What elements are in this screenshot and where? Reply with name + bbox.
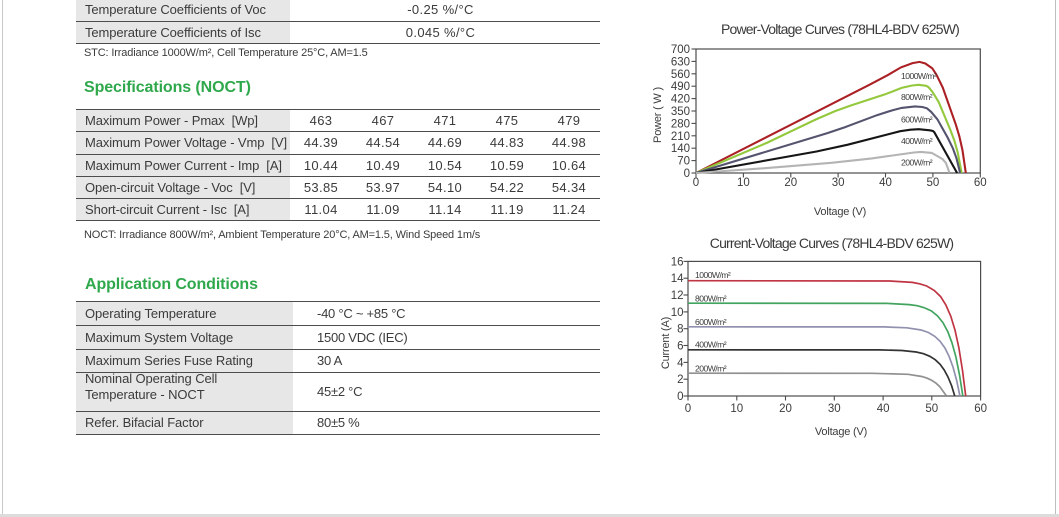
svg-text:2: 2 [677,374,683,386]
svg-text:Current-Voltage Curves (78HL4-: Current-Voltage Curves (78HL4-BDV 625W) [710,235,954,251]
svg-text:60: 60 [974,177,987,189]
svg-text:560: 560 [671,69,690,81]
svg-text:800W/m²: 800W/m² [901,92,933,102]
svg-text:0: 0 [685,403,691,415]
svg-text:140: 140 [671,143,690,155]
svg-text:400W/m²: 400W/m² [695,340,727,350]
svg-text:40: 40 [877,403,890,415]
svg-text:14: 14 [671,273,684,285]
svg-text:60: 60 [974,403,987,415]
svg-text:630: 630 [671,56,690,68]
svg-text:600W/m²: 600W/m² [695,317,727,327]
svg-text:4: 4 [677,357,684,369]
svg-text:10: 10 [737,177,750,189]
svg-text:16: 16 [671,256,684,268]
svg-text:20: 20 [784,177,797,189]
svg-text:490: 490 [671,81,690,93]
svg-text:30: 30 [832,177,845,189]
svg-text:600W/m²: 600W/m² [901,115,933,125]
svg-text:10: 10 [671,307,684,319]
svg-text:8: 8 [677,324,683,336]
svg-text:50: 50 [927,177,940,189]
svg-text:1000W/m²: 1000W/m² [695,270,731,280]
svg-text:200W/m²: 200W/m² [901,158,933,168]
svg-text:Voltage (V): Voltage (V) [814,206,866,218]
svg-text:0: 0 [693,177,699,189]
svg-text:12: 12 [671,290,684,302]
svg-text:10: 10 [730,403,743,415]
svg-text:210: 210 [671,131,690,143]
svg-text:Power-Voltage Curves (78HL4-BD: Power-Voltage Curves (78HL4-BDV 625W) [721,21,959,37]
svg-text:0: 0 [677,391,683,403]
svg-text:20: 20 [779,403,792,415]
svg-text:70: 70 [677,156,690,168]
svg-text:1000W/m²: 1000W/m² [901,71,937,81]
svg-text:Voltage (V): Voltage (V) [815,426,867,438]
svg-text:420: 420 [671,94,690,106]
svg-text:6: 6 [677,341,683,353]
svg-text:50: 50 [925,403,938,415]
svg-text:400W/m²: 400W/m² [901,136,933,146]
svg-text:Power ( W ): Power ( W ) [652,87,664,143]
svg-text:700: 700 [671,44,690,56]
svg-text:800W/m²: 800W/m² [695,294,727,304]
svg-text:40: 40 [879,177,892,189]
svg-text:350: 350 [671,106,690,118]
svg-text:200W/m²: 200W/m² [695,364,727,374]
svg-text:0: 0 [684,168,690,180]
svg-text:30: 30 [828,403,841,415]
svg-text:Current (A): Current (A) [660,317,672,369]
svg-text:280: 280 [671,118,690,130]
